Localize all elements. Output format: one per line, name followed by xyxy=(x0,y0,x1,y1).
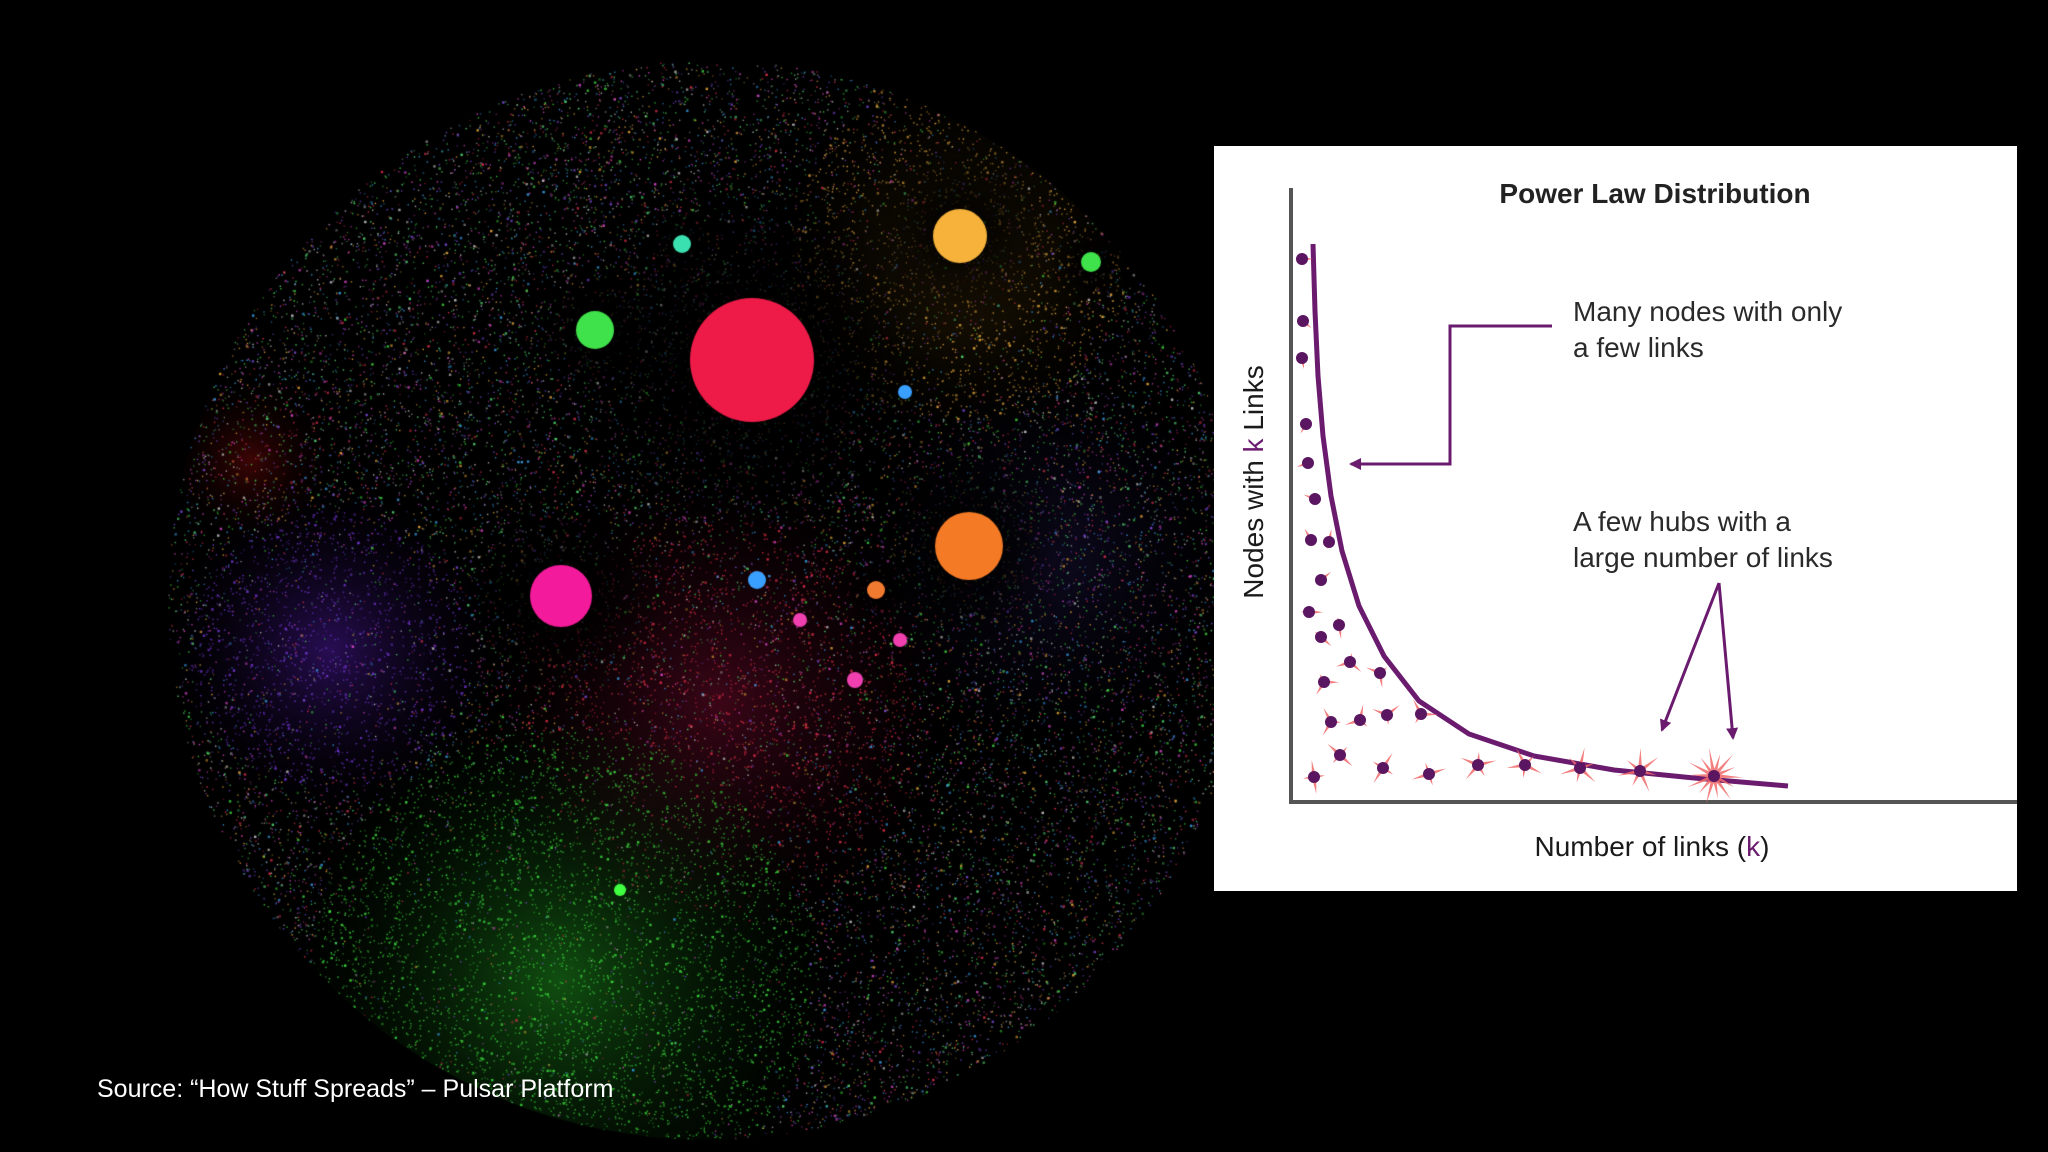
node-dot xyxy=(1460,752,1497,780)
node-dot xyxy=(1296,352,1308,369)
node-center xyxy=(1574,762,1586,774)
node-dot xyxy=(1304,528,1317,547)
node-center xyxy=(1318,676,1330,688)
node-center xyxy=(1334,749,1346,761)
node-center xyxy=(1305,534,1317,546)
node-center xyxy=(1333,619,1345,631)
node-center xyxy=(1300,418,1312,430)
node-dot xyxy=(1687,747,1743,804)
node-dots xyxy=(1296,253,1743,804)
node-center xyxy=(1297,315,1309,327)
node-dot xyxy=(1296,253,1313,265)
node-center xyxy=(1423,768,1435,780)
node-center xyxy=(1519,759,1531,771)
hub-arrow-right xyxy=(1717,582,1739,740)
node-dot xyxy=(1411,762,1447,786)
y-axis-label-suffix: Links xyxy=(1238,365,1269,438)
node-center xyxy=(1374,667,1386,679)
node-dot xyxy=(1617,748,1659,792)
x-axis-label-k: k xyxy=(1746,831,1761,862)
node-center xyxy=(1472,759,1484,771)
node-center xyxy=(1377,762,1389,774)
node-dot xyxy=(1314,631,1332,647)
node-dot xyxy=(1344,704,1368,727)
node-dot xyxy=(1372,752,1394,784)
annotation-many-line2: a few links xyxy=(1573,332,1704,363)
power-law-diagram: Power Law Distribution Many nodes with o… xyxy=(1238,178,2017,862)
node-center xyxy=(1323,536,1335,548)
node-dot xyxy=(1303,760,1325,794)
y-axis-label-k: k xyxy=(1238,437,1269,452)
node-center xyxy=(1415,708,1427,720)
node-center xyxy=(1381,709,1393,721)
node-dot xyxy=(1327,743,1353,767)
x-axis-label-suffix: ) xyxy=(1760,831,1769,862)
annotation-hubs-line2: large number of links xyxy=(1573,542,1833,573)
diagram-title: Power Law Distribution xyxy=(1499,178,1810,209)
node-dot xyxy=(1315,571,1332,586)
source-caption: Source: “How Stuff Spreads” – Pulsar Pla… xyxy=(97,1075,614,1103)
node-dot xyxy=(1333,617,1345,639)
node-dot xyxy=(1300,418,1312,434)
node-dot xyxy=(1296,457,1314,469)
node-center xyxy=(1708,770,1720,782)
node-dot xyxy=(1301,606,1323,618)
y-axis-label: Nodes with k Links xyxy=(1238,365,1269,598)
node-dot xyxy=(1366,667,1388,688)
node-spike xyxy=(1713,773,1743,779)
node-center xyxy=(1325,716,1337,728)
node-dot xyxy=(1372,705,1400,725)
node-center xyxy=(1296,352,1308,364)
node-dot xyxy=(1316,674,1339,695)
node-center xyxy=(1354,714,1366,726)
node-center xyxy=(1303,606,1315,618)
annotation-hubs-line1: A few hubs with a xyxy=(1573,506,1791,537)
node-dot xyxy=(1506,748,1542,778)
node-dot xyxy=(1303,493,1321,505)
node-center xyxy=(1634,765,1646,777)
node-center xyxy=(1296,253,1308,265)
node-center xyxy=(1344,656,1356,668)
x-axis-label-prefix: Number of links ( xyxy=(1535,831,1747,862)
node-center xyxy=(1315,574,1327,586)
node-center xyxy=(1309,493,1321,505)
node-center xyxy=(1315,631,1327,643)
x-axis-label: Number of links (k) xyxy=(1535,831,1770,862)
node-spike xyxy=(1706,775,1717,804)
node-dot xyxy=(1297,315,1312,329)
node-dot xyxy=(1412,699,1438,724)
node-center xyxy=(1308,771,1320,783)
node-dot xyxy=(1559,747,1596,783)
node-dot xyxy=(1335,653,1362,672)
annotation-many-line1: Many nodes with only xyxy=(1573,296,1842,327)
y-axis-label-prefix: Nodes with xyxy=(1238,452,1269,598)
hub-arrow-left xyxy=(1660,582,1721,732)
power-law-curve xyxy=(1310,243,1789,789)
node-center xyxy=(1302,457,1314,469)
node-dot xyxy=(1323,529,1335,549)
power-law-panel: Power Law Distribution Many nodes with o… xyxy=(1214,146,2017,891)
node-dot xyxy=(1322,707,1341,736)
many-nodes-arrow xyxy=(1349,324,1552,470)
